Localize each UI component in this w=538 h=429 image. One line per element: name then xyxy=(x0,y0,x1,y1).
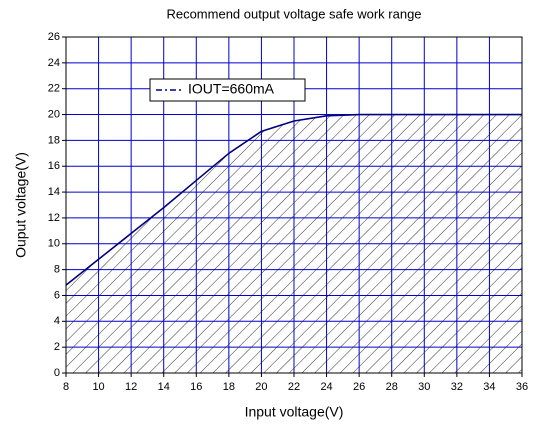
x-tick-label: 36 xyxy=(516,381,528,393)
legend-label: IOUT=660mA xyxy=(188,81,275,97)
x-tick-label: 24 xyxy=(320,381,332,393)
x-tick-label: 28 xyxy=(386,381,398,393)
y-tick-label: 14 xyxy=(48,186,60,198)
x-tick-label: 34 xyxy=(483,381,495,393)
legend: IOUT=660mA xyxy=(149,78,306,102)
y-tick-label: 4 xyxy=(54,315,60,327)
x-tick-label: 14 xyxy=(158,381,170,393)
y-tick-label: 8 xyxy=(54,264,60,276)
y-tick-label: 10 xyxy=(48,238,60,250)
x-tick-label: 22 xyxy=(288,381,300,393)
y-tick-label: 16 xyxy=(48,160,60,172)
y-tick-label: 2 xyxy=(54,341,60,353)
y-tick-label: 0 xyxy=(54,367,60,379)
y-tick-label: 6 xyxy=(54,289,60,301)
chart-title: Recommend output voltage safe work range xyxy=(166,6,421,21)
x-tick-label: 18 xyxy=(223,381,235,393)
x-tick-label: 26 xyxy=(353,381,365,393)
legend-box xyxy=(149,78,306,102)
x-tick-label: 8 xyxy=(63,381,69,393)
x-tick-label: 12 xyxy=(125,381,137,393)
y-tick-label: 18 xyxy=(48,134,60,146)
y-tick-label: 24 xyxy=(48,57,60,69)
y-tick-label: 26 xyxy=(48,31,60,43)
x-tick-label: 20 xyxy=(255,381,267,393)
data-line xyxy=(65,113,522,286)
y-tick-label: 20 xyxy=(48,108,60,120)
y-axis-label: Ouput voltage(V) xyxy=(13,152,29,258)
x-axis-label: Input voltage(V) xyxy=(245,404,344,420)
x-tick-label: 30 xyxy=(418,381,430,393)
x-tick-label: 32 xyxy=(451,381,463,393)
x-tick-label: 10 xyxy=(92,381,104,393)
y-tick-label: 12 xyxy=(48,212,60,224)
x-tick-label: 16 xyxy=(190,381,202,393)
y-tick-label: 22 xyxy=(48,83,60,95)
